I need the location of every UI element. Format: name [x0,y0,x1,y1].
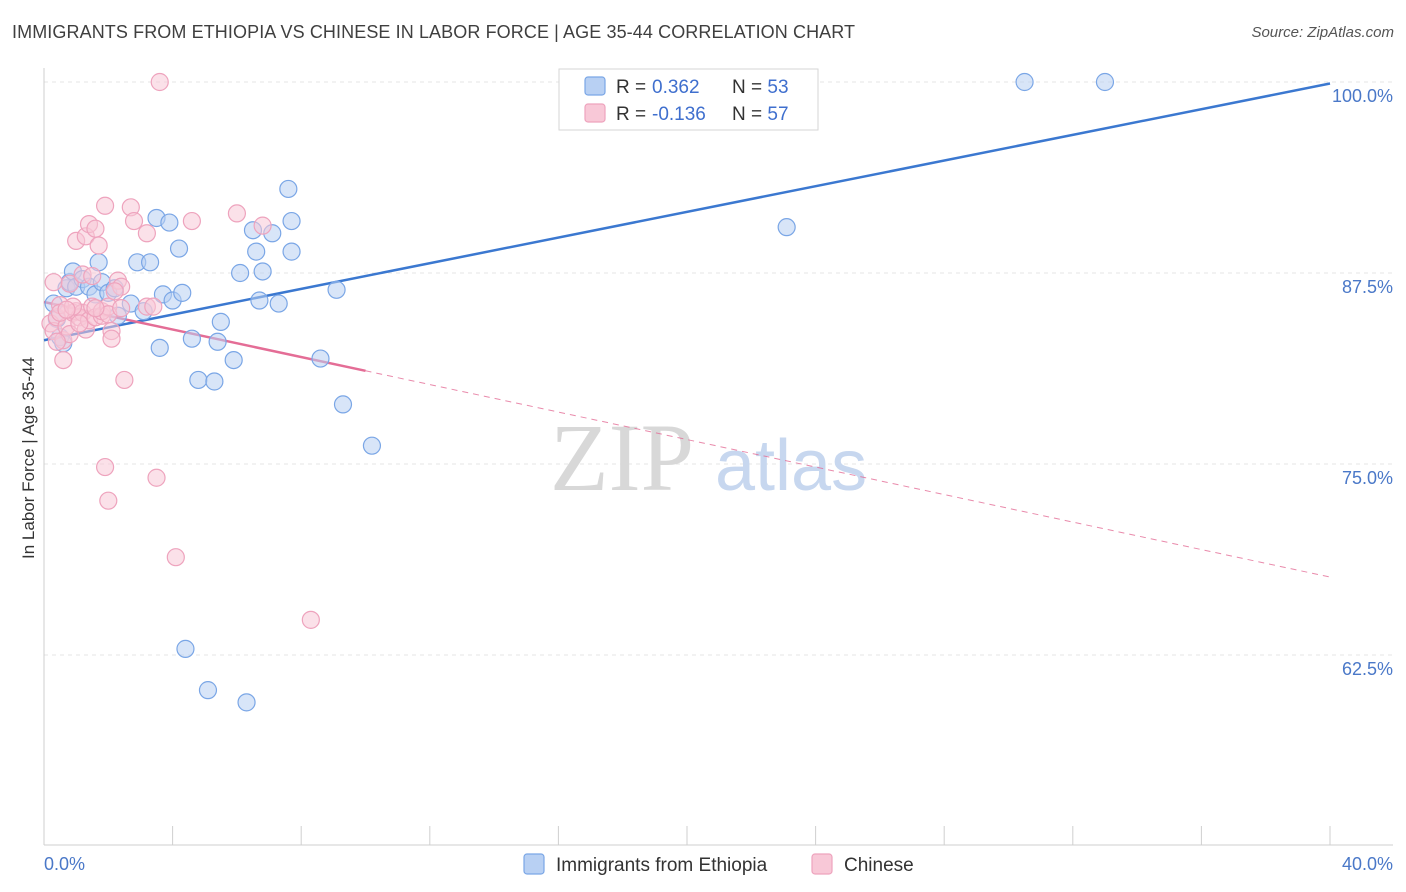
ethiopia-point [282,242,301,261]
legend-swatch [584,76,606,96]
y-axis-title: In Labor Force | Age 35-44 [19,357,38,559]
bottom-legend-label: Chinese [844,855,914,876]
legend-swatch [584,103,606,123]
legend-entry: R = -0.136 N = 57 [616,104,789,125]
watermark-zip: ZIP [550,404,694,511]
legend-r-value: 0.362 [652,77,700,98]
chinese-point [166,548,185,567]
ethiopia-point [205,372,224,391]
chinese-point [57,300,76,319]
chart-title: IMMIGRANTS FROM ETHIOPIA VS CHINESE IN L… [12,22,856,42]
chart-source: Source: ZipAtlas.com [1251,24,1394,41]
legend-r-value: -0.136 [652,104,706,125]
ethiopia-point [160,213,179,232]
ethiopia-point [1015,72,1034,92]
chinese-point [60,274,79,293]
ethiopia-point [224,350,243,370]
y-tick-label: 75.0% [1342,468,1393,488]
x-tick-label-min: 0.0% [44,854,85,874]
bottom-legend-label: Immigrants from Ethiopia [556,855,768,876]
ethiopia-point [327,280,346,299]
legend-entry: R = 0.362 N = 53 [616,77,789,98]
chinese-point [99,491,118,510]
ethiopia-point [169,239,189,258]
chinese-point [44,273,63,292]
x-tick-label-max: 40.0% [1342,854,1393,874]
gridlines [44,81,1392,656]
bottom-legend-swatch [811,853,833,875]
ethiopia-point [198,681,218,700]
legend-r-label: R = [616,104,651,125]
ethiopia-point [231,263,250,283]
ethiopia-point [253,262,272,281]
chinese-point [95,457,115,477]
ethiopia-point [208,332,227,351]
chinese-point [227,204,246,223]
chinese-point [137,224,156,243]
chinese-point [105,282,124,301]
chinese-point [112,299,131,318]
chinese-point [70,314,89,333]
watermark-atlas: atlas [715,426,867,506]
ethiopia-point [311,349,330,368]
chinese-point [86,299,105,318]
ethiopia-point [150,338,169,357]
chinese-point [47,332,66,351]
chinese-point [144,297,163,316]
chinese-point [83,266,102,286]
axes [43,68,1393,846]
chinese-point [150,72,169,92]
ethiopia-point [1095,72,1115,92]
y-tick-label: 100.0% [1332,86,1393,106]
ethiopia-point [173,283,192,302]
chinese-point [124,211,144,231]
y-tick-label: 62.5% [1342,659,1393,679]
ethiopia-point [362,436,382,455]
ethiopia-point [182,329,201,348]
bottom-legend: Immigrants from Ethiopia Chinese [523,853,914,876]
chinese-point [182,211,201,231]
ethiopia-point [777,218,796,237]
chinese-point [54,350,73,370]
y-tick-label: 87.5% [1342,277,1393,297]
ethiopia-point [279,179,298,199]
legend-r-label: R = [616,77,651,98]
legend-n-label: N = [732,77,767,98]
ethiopia-point [211,312,230,331]
tick-labels: 100.0% 87.5% 75.0% 62.5% 0.0% 40.0% [44,86,1393,874]
chinese-point [86,219,105,238]
chinese-point [95,196,115,215]
legend-n-label: N = [732,104,767,125]
ethiopia-point [237,693,256,712]
ethiopia-point [140,253,160,272]
chinese-point [301,610,320,629]
watermark: ZIP atlas [550,404,867,511]
bottom-legend-swatch [523,853,545,875]
ethiopia-point [176,639,195,658]
chinese-point [102,329,121,348]
legend-box: R = 0.362 N = 53 R = -0.136 N = 57 [558,68,819,131]
data-points [41,72,1115,712]
ethiopia-point [269,294,288,313]
legend-n-value: 57 [767,104,788,125]
chinese-point [89,236,108,255]
chinese-point [147,468,166,487]
ethiopia-point [333,395,353,414]
ethiopia-point [247,242,266,261]
ethiopia-point [282,211,301,231]
legend-n-value: 53 [767,77,788,98]
ethiopia-point [189,370,208,390]
ethiopia-point [250,291,269,310]
chinese-point [253,216,272,235]
chinese-point [115,370,134,390]
